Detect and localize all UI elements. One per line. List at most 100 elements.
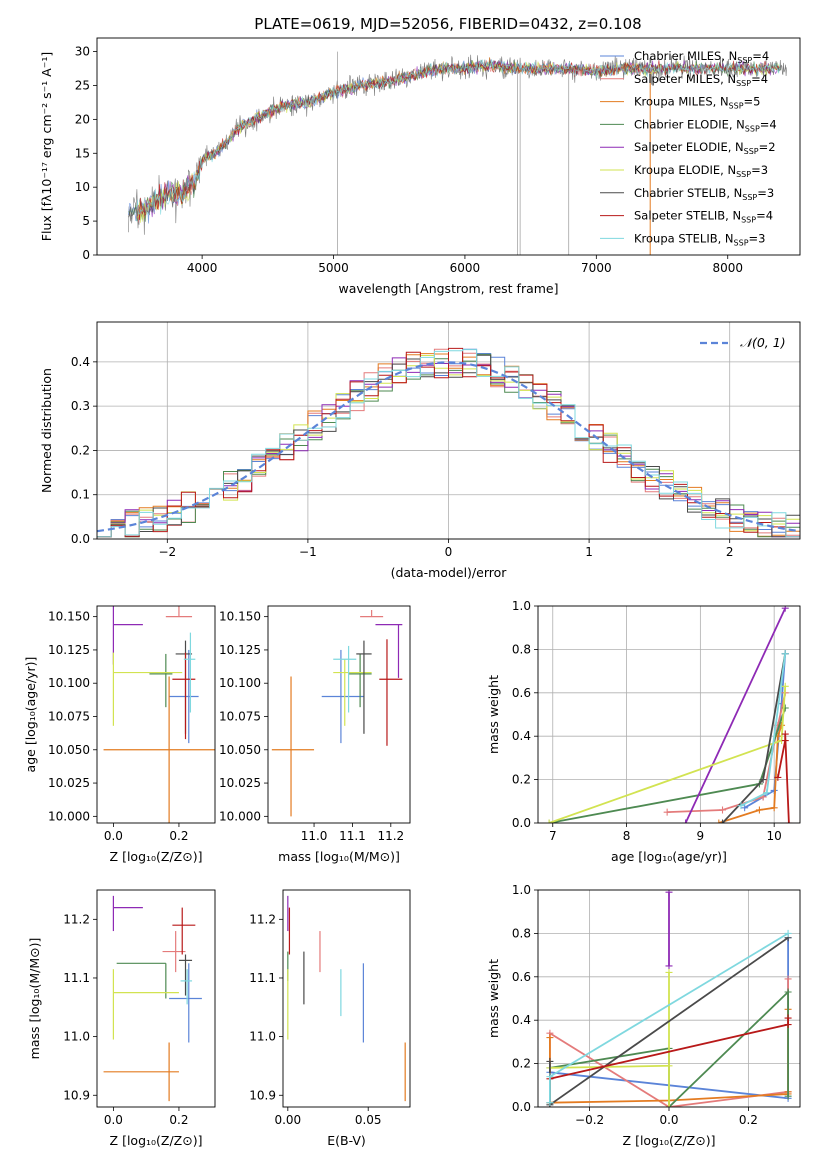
x-tick-label: 1: [585, 545, 593, 559]
axes-frame: [537, 605, 801, 824]
data-point: [178, 954, 193, 996]
mass-weight-marker: [785, 819, 793, 823]
x-tick-label: 0.2: [169, 829, 188, 843]
legend-label: Chabrier ELODIE, NSSP=4: [634, 117, 777, 133]
y-tick-label: 0.6: [512, 970, 531, 984]
mass-weight-marker: [546, 1099, 554, 1107]
x-tick-label: 0.2: [739, 1113, 758, 1127]
mass-weight-marker: [774, 773, 782, 781]
panel-age_vs_mass: 11.0 11.1 11.2 10.000 10.025 10.050 10.075 10.1…: [219, 605, 411, 864]
mass-weight-marker: [665, 962, 673, 970]
mass-weight-marker: [715, 819, 723, 823]
y-tick-label: 10.025: [48, 776, 90, 790]
y-tick-label: 0.0: [71, 532, 90, 546]
y-tick-label: 25: [75, 78, 90, 92]
mass-weight-line: [684, 607, 787, 823]
plot-area: [128, 51, 787, 255]
x-tick-label: −0.2: [575, 1113, 604, 1127]
data-point: [271, 676, 315, 817]
plot-area: [103, 606, 215, 823]
y-tick-label: 10.025: [219, 776, 261, 790]
plot-area: [545, 606, 793, 823]
y-tick-label: 10.9: [249, 1088, 276, 1102]
legend-label: Salpeter ELODIE, NSSP=2: [634, 140, 776, 156]
y-tick-label: 11.1: [63, 971, 90, 985]
y-tick-label: 10.100: [219, 676, 261, 690]
axes-frame: [96, 37, 801, 256]
y-tick-label: 10.150: [48, 610, 90, 624]
mass-weight-marker: [770, 804, 778, 812]
mass-weight-marker: [784, 1021, 792, 1029]
mass-weight-marker: [763, 789, 771, 797]
legend-value: =4: [756, 209, 773, 223]
data-point: [360, 609, 384, 618]
residual-histogram-step: [97, 349, 800, 538]
x-axis-label: (data-model)/error: [391, 565, 508, 580]
legend-subscript: SSP: [736, 79, 751, 88]
mass-weight-marker: [663, 808, 671, 816]
y-tick-label: 0.8: [512, 926, 531, 940]
y-tick-label: 0.2: [512, 773, 531, 787]
y-tick-label: 0.3: [71, 399, 90, 413]
y-tick-label: 10.9: [63, 1088, 90, 1102]
data-point: [375, 624, 403, 678]
data-point: [169, 963, 202, 1043]
x-axis-label: Z [log₁₀(Z/Z⊙)]: [110, 849, 203, 864]
data-point: [175, 640, 193, 734]
x-tick-label: 9: [697, 829, 705, 843]
y-tick-label: 10.125: [219, 643, 261, 657]
panel-mass_vs_Z: 0.0 0.2 10.9 11.0 11.1 11.2 Z [log₁₀(Z/Z⊙)] mas…: [27, 889, 216, 1148]
mass-weight-marker: [546, 1034, 554, 1042]
legend-value: =4: [751, 72, 768, 86]
x-tick-label: 8: [623, 829, 631, 843]
panel-residuals: −2 −1 0 1 2 0.0 0.1 0.2 0.3 0.4 (data-model)/error…: [39, 321, 801, 580]
y-axis-label: age [log₁₀(age/yr)]: [23, 657, 38, 773]
y-tick-label: 0.1: [71, 488, 90, 502]
mass-weight-marker: [784, 1092, 792, 1100]
legend-label: Kroupa ELODIE, NSSP=3: [634, 163, 768, 179]
mass-weight-marker: [784, 988, 792, 996]
x-axis-label: wavelength [Angstrom, rest frame]: [338, 281, 558, 296]
mass-weight-line: [777, 733, 790, 823]
mass-weight-marker: [665, 1103, 673, 1107]
x-tick-label: 0.0: [659, 1113, 678, 1127]
y-tick-label: 10.125: [48, 643, 90, 657]
y-tick-label: 0: [82, 248, 90, 262]
y-tick-label: 10.000: [48, 809, 90, 823]
mass-weight-marker: [682, 819, 690, 823]
mass-weight-marker: [665, 968, 673, 976]
legend: Chabrier MILES, NSSP=4 Salpeter MILES, NS…: [600, 49, 777, 247]
model-spectrum-line: [136, 60, 780, 220]
panel-spectrum: 4000 5000 6000 7000 8000 0 5 10 15 20 25 30 waveleng…: [39, 37, 801, 296]
x-tick-label: 7000: [581, 261, 612, 275]
x-axis-label: Z [log₁₀(Z/Z⊙)]: [623, 1133, 716, 1148]
y-tick-label: 5: [82, 214, 90, 228]
mass-weight-marker: [781, 682, 789, 690]
legend-subscript: SSP: [737, 56, 752, 65]
legend-subscript: SSP: [742, 193, 757, 202]
mass-weight-marker: [781, 606, 789, 612]
legend-subscript: SSP: [729, 102, 744, 111]
y-axis-label: Normed distribution: [39, 368, 54, 493]
mass-weight-marker: [719, 819, 727, 823]
data-point: [348, 653, 372, 708]
y-tick-label: 10: [75, 180, 90, 194]
x-axis-label: mass [log₁₀(M/M⊙)]: [278, 849, 400, 864]
mass-weight-marker: [755, 806, 763, 814]
x-axis-label: E(B-V): [327, 1133, 366, 1148]
x-axis-label: age [log₁₀(age/yr)]: [611, 849, 727, 864]
legend-value: =5: [744, 95, 761, 109]
legend-subscript: SSP: [736, 170, 751, 179]
y-tick-label: 0.2: [512, 1057, 531, 1071]
mass-weight-marker: [665, 1062, 673, 1070]
legend-label: Kroupa STELIB, NSSP=3: [634, 231, 765, 247]
mass-weight-marker: [719, 806, 727, 814]
legend-value: =3: [749, 231, 766, 245]
x-tick-label: 2: [726, 545, 734, 559]
mass-weight-marker: [545, 819, 553, 823]
y-axis-label: Flux [fλ10⁻¹⁷ erg cm⁻² s⁻¹ A⁻¹]: [39, 52, 54, 241]
x-tick-label: 11.0: [301, 829, 328, 843]
axes-frame: [267, 605, 411, 824]
y-tick-label: 15: [75, 146, 90, 160]
y-axis-label: mass weight: [486, 675, 501, 754]
